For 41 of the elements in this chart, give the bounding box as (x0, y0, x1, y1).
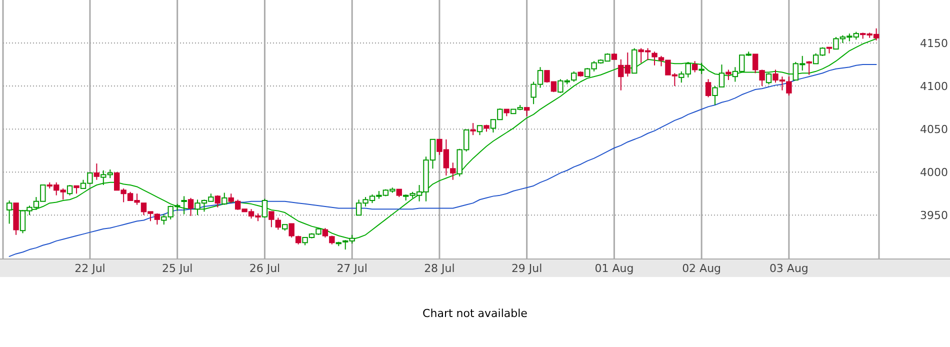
candlestick (632, 48, 638, 74)
x-tick-label: 03 Aug (769, 262, 808, 275)
x-tick-label: 28 Jul (424, 262, 455, 275)
y-tick-label: 4050 (920, 123, 948, 136)
candlestick (476, 125, 483, 136)
candlestick (692, 60, 698, 73)
candlestick (752, 54, 758, 74)
candlestick (806, 60, 812, 76)
text: Chart not available (422, 307, 528, 320)
candlestick (262, 198, 268, 218)
candlestick (571, 70, 577, 82)
candlestick (712, 86, 718, 106)
candlestick (705, 78, 712, 98)
x-tick-label: 26 Jul (249, 262, 280, 275)
candlestick (214, 194, 221, 208)
candlestick (759, 69, 765, 87)
line-series (8, 64, 877, 257)
x-tick-label: 02 Aug (682, 262, 722, 275)
candlestick (188, 197, 194, 216)
candlestick (6, 200, 12, 224)
y-tick-label: 4150 (920, 37, 948, 50)
candlestick (470, 122, 476, 136)
candlestick (726, 69, 732, 81)
x-tick-label: 25 Jul (162, 262, 193, 275)
y-tick-label: 4100 (920, 80, 948, 94)
x-tick-label: 01 Aug (594, 262, 634, 275)
candlestick (268, 211, 274, 228)
candlestick (766, 72, 772, 85)
x-tick-label: 29 Jul (511, 262, 542, 275)
candlestick (66, 184, 73, 196)
y-tick-label: 4000 (920, 166, 948, 180)
candlestick (275, 217, 282, 230)
x-tick-label: 27 Jul (336, 262, 368, 275)
candlestick (181, 196, 187, 215)
candlestick (154, 212, 160, 226)
candlestick (94, 162, 100, 180)
y-tick-label: 3950 (920, 209, 948, 222)
candlestick (698, 62, 704, 74)
candlestick (718, 64, 725, 88)
x-tick-label: 22 Jul (74, 262, 106, 275)
candlestick (222, 192, 228, 206)
